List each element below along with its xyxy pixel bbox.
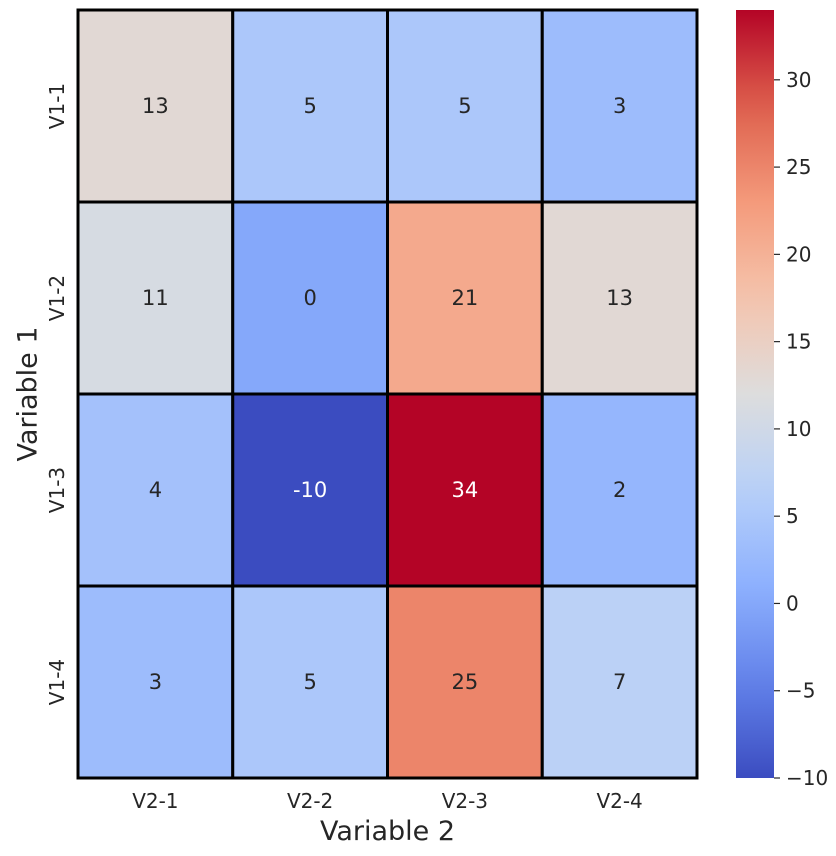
- heatmap-cell-r1-c1: [76, 8, 235, 204]
- heatmap-cell-r1-c2: [231, 8, 389, 204]
- heatmap-cell-label-r2-c2: 0: [303, 286, 316, 310]
- colorbar-tick-label-3: 0: [786, 591, 799, 615]
- heatmap-cell-r2-c2: [231, 200, 389, 396]
- heatmap-cell-r4-c2: [231, 584, 389, 780]
- colorbar-tick-label-2: −5: [786, 679, 815, 703]
- heatmap-cell-labels: 13 5 5 3 11 0 21 13 4 -10 34 2 3 5 25 7: [142, 94, 633, 694]
- heatmap-cell-label-r1-c4: 3: [613, 94, 626, 118]
- heatmap-cell-r4-c4: [540, 584, 699, 780]
- heatmap-cell-label-r1-c3: 5: [458, 94, 471, 118]
- x-tick-label-4: V2-4: [596, 789, 642, 813]
- x-tick-label-3: V2-3: [442, 789, 488, 813]
- heatmap-cell-label-r3-c1: 4: [149, 478, 162, 502]
- heatmap-cell-r4-c1: [76, 584, 235, 780]
- heatmap-cell-label-r3-c4: 2: [613, 478, 626, 502]
- colorbar-tick-label-4: 5: [786, 504, 799, 528]
- y-tick-label-4: V1-4: [45, 659, 69, 705]
- x-axis-ticks: V2-1 V2-2 V2-3 V2-4: [132, 789, 643, 813]
- heatmap-cell-r2-c4: [540, 200, 699, 396]
- heatmap-cell-label-r1-c2: 5: [303, 94, 316, 118]
- heatmap-cell-label-r4-c2: 5: [303, 670, 316, 694]
- heatmap-cell-label-r1-c1: 13: [142, 94, 169, 118]
- heatmap-cell-label-r2-c4: 13: [606, 286, 633, 310]
- colorbar-tick-label-8: 25: [786, 155, 811, 179]
- colorbar-tick-label-6: 15: [786, 330, 811, 354]
- x-tick-label-2: V2-2: [287, 789, 333, 813]
- colorbar-ticks: −10 −5 0 5 10 15 20 25 30: [774, 68, 828, 790]
- heatmap-cell-label-r3-c2: -10: [293, 478, 327, 502]
- heatmap-cell-r1-c4: [540, 8, 699, 204]
- y-axis-ticks: V1-1 V1-2 V1-3 V1-4: [45, 83, 69, 705]
- heatmap-cell-label-r2-c3: 21: [452, 286, 479, 310]
- heatmap-cell-label-r2-c1: 11: [142, 286, 169, 310]
- colorbar-tick-label-7: 20: [786, 242, 811, 266]
- colorbar-tick-label-9: 30: [786, 68, 811, 92]
- heatmap-cell-label-r4-c1: 3: [149, 670, 162, 694]
- x-axis-title: Variable 2: [320, 816, 455, 847]
- heatmap-cell-label-r4-c4: 7: [613, 670, 626, 694]
- heatmap-cell-label-r3-c3: 34: [452, 478, 479, 502]
- y-tick-label-1: V1-1: [45, 83, 69, 129]
- y-tick-label-2: V1-2: [45, 275, 69, 321]
- colorbar-tick-label-5: 10: [786, 417, 811, 441]
- colorbar: −10 −5 0 5 10 15 20 25 30: [736, 10, 828, 790]
- heatmap-cell-r3-c4: [540, 392, 699, 588]
- y-axis-title: Variable 1: [13, 326, 44, 461]
- x-tick-label-1: V2-1: [132, 789, 178, 813]
- heatmap-cells: [76, 8, 699, 780]
- heatmap-cell-r1-c3: [386, 8, 544, 204]
- heatmap-cell-r3-c2: [231, 392, 389, 588]
- colorbar-tick-label-1: −10: [786, 766, 828, 790]
- heatmap-cell-label-r4-c3: 25: [452, 670, 479, 694]
- y-tick-label-3: V1-3: [45, 467, 69, 513]
- colorbar-gradient: [736, 10, 774, 778]
